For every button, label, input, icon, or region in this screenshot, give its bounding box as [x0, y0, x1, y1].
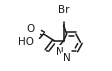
Text: N: N [63, 53, 71, 63]
Text: O: O [26, 24, 34, 34]
Text: N: N [56, 47, 64, 57]
Text: Br: Br [58, 5, 69, 15]
Text: HO: HO [18, 37, 34, 47]
